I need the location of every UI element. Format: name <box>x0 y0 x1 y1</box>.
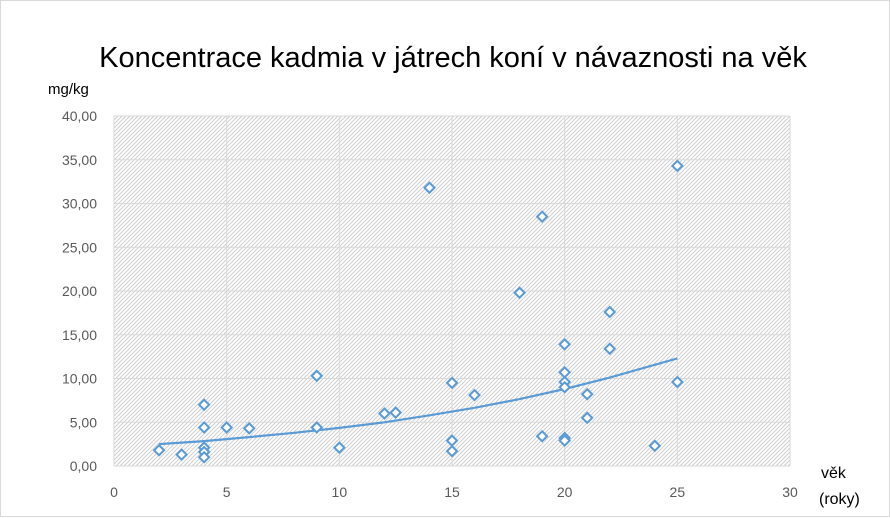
data-point <box>310 421 324 434</box>
data-point <box>670 159 684 173</box>
y-tick-label: 25,00 <box>62 239 97 255</box>
x-axis-label-line1: věk <box>821 465 847 482</box>
data-point <box>445 376 459 390</box>
data-point <box>670 375 684 389</box>
y-axis-ticks: 0,00 5,00 10,00 15,00 20,00 25,00 30,00 35,00 40… <box>62 108 97 474</box>
data-point <box>603 342 617 356</box>
data-point <box>197 450 211 464</box>
data-point <box>535 210 549 224</box>
y-tick-label: 20,00 <box>62 283 97 299</box>
data-point <box>220 421 234 434</box>
y-tick-label: 10,00 <box>62 371 97 387</box>
y-tick-label: 0,00 <box>70 458 97 474</box>
data-point <box>580 411 594 425</box>
x-tick-label: 25 <box>670 484 686 500</box>
chart-title: Koncentrace kadmia v játrech koní v náva… <box>99 42 807 74</box>
y-tick-label: 30,00 <box>62 196 97 212</box>
x-tick-label: 5 <box>223 484 231 500</box>
data-point <box>197 398 211 412</box>
data-point <box>152 443 166 457</box>
data-markers <box>152 159 684 464</box>
x-tick-label: 15 <box>444 484 460 500</box>
x-tick-label: 10 <box>332 484 348 500</box>
y-tick-label: 40,00 <box>62 108 97 124</box>
y-tick-label: 35,00 <box>62 152 97 168</box>
data-point <box>445 444 459 458</box>
data-point <box>377 407 391 420</box>
x-axis-ticks: 0 5 10 15 20 25 30 <box>110 484 798 500</box>
y-axis-unit-label: mg/kg <box>48 81 89 98</box>
data-point <box>175 448 189 462</box>
data-point <box>558 434 572 448</box>
data-point <box>242 421 256 435</box>
data-point <box>310 369 324 383</box>
x-tick-label: 30 <box>782 484 798 500</box>
data-point <box>648 439 662 453</box>
data-point <box>558 380 572 394</box>
data-point <box>535 429 549 443</box>
x-tick-label: 20 <box>557 484 573 500</box>
data-point <box>558 337 572 351</box>
data-point <box>468 388 481 402</box>
y-tick-label: 5,00 <box>70 414 97 430</box>
data-point <box>197 421 211 434</box>
data-point <box>389 406 403 420</box>
data-point <box>603 305 617 319</box>
x-axis-label-line2: (roky) <box>819 491 860 508</box>
x-tick-label: 0 <box>110 484 118 500</box>
data-point <box>423 181 436 195</box>
data-point <box>332 441 346 455</box>
data-point <box>513 286 527 300</box>
trendline <box>159 357 678 446</box>
data-point <box>580 387 594 401</box>
y-tick-label: 15,00 <box>62 327 97 343</box>
